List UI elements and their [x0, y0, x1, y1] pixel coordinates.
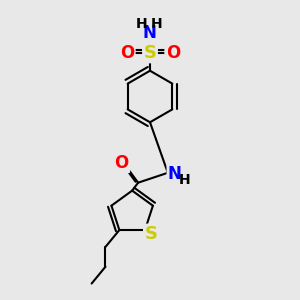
- Text: H: H: [136, 17, 148, 31]
- Text: H: H: [151, 17, 163, 31]
- Text: O: O: [120, 44, 134, 62]
- Text: H: H: [179, 173, 190, 187]
- Text: O: O: [166, 44, 180, 62]
- Text: S: S: [144, 225, 158, 243]
- Text: S: S: [143, 44, 157, 62]
- Text: O: O: [115, 154, 129, 172]
- Text: N: N: [142, 24, 156, 42]
- Text: N: N: [168, 165, 182, 183]
